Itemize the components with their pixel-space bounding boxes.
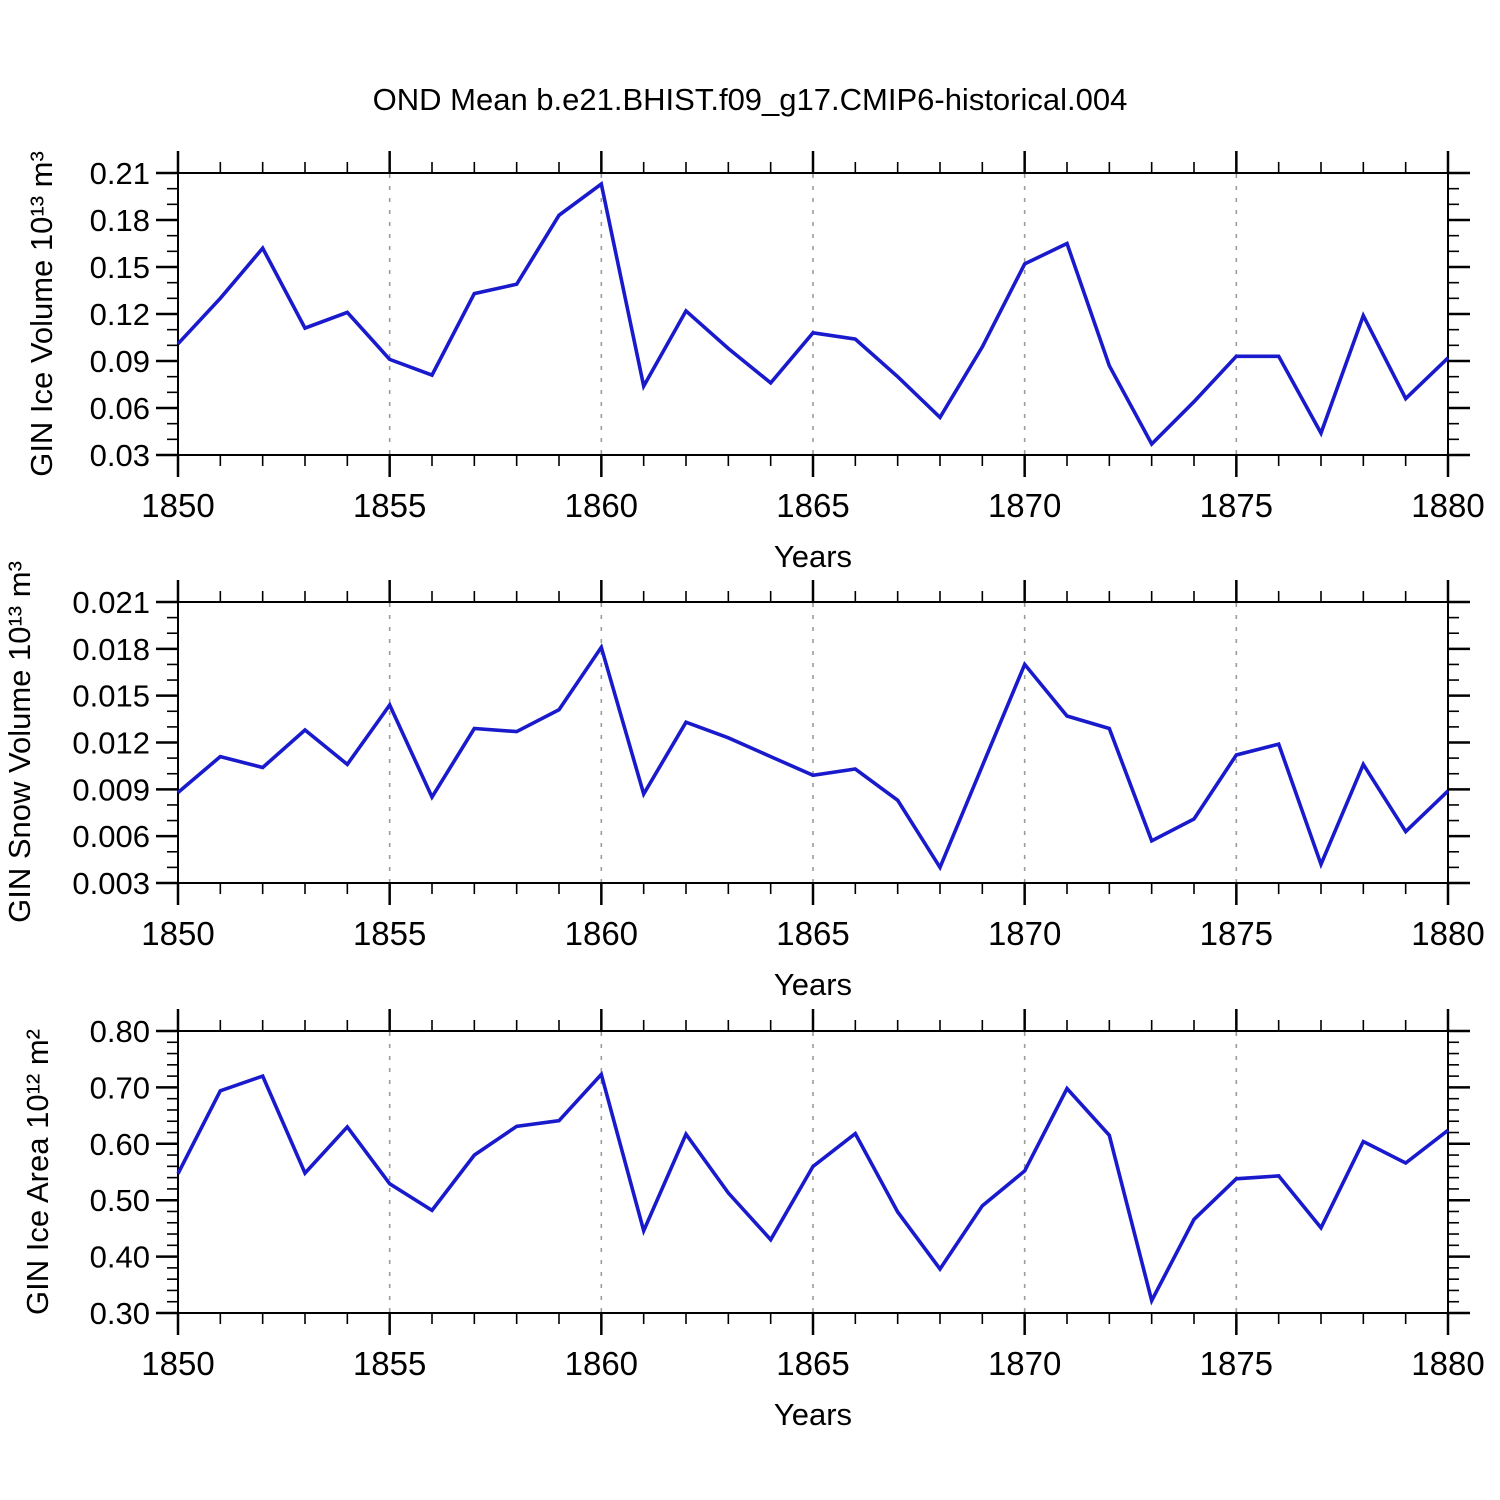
x-axis-title-2: Years [774, 967, 852, 1002]
x-tick-label: 1860 [565, 915, 638, 952]
panel-snow-volume: 0.003 0.006 0.009 0.012 0.015 0.018 0.021 1850 1… [72, 580, 1485, 952]
y-tick-label: 0.18 [90, 203, 150, 238]
x-tick-label: 1880 [1411, 487, 1484, 524]
x-tick-label: 1855 [353, 487, 426, 524]
y-tick-label: 0.021 [72, 585, 150, 620]
y-tick-label: 0.60 [90, 1127, 150, 1162]
y-tick-label: 0.09 [90, 344, 150, 379]
x-tick-label: 1870 [988, 1345, 1061, 1382]
y-tick-label: 0.003 [72, 866, 150, 901]
x-tick-label: 1855 [353, 915, 426, 952]
y-tick-label: 0.03 [90, 438, 150, 473]
x-tick-label: 1865 [776, 1345, 849, 1382]
chart-title: OND Mean b.e21.BHIST.f09_g17.CMIP6-histo… [373, 82, 1128, 117]
y-tick-label: 0.40 [90, 1240, 150, 1275]
data-series-line [176, 1070, 1450, 1306]
plot-frame [177, 601, 1449, 884]
panel-ice-volume: 0.03 0.06 0.09 0.12 0.15 0.18 0.21 1850 1855 1860… [90, 151, 1485, 524]
data-series-line [176, 643, 1450, 872]
plot-frame [177, 172, 1449, 456]
y-tick-label: 0.12 [90, 297, 150, 332]
y-tick-label: 0.009 [72, 772, 150, 807]
y-tick-label: 0.50 [90, 1183, 150, 1218]
x-tick-label: 1875 [1200, 915, 1273, 952]
x-tick-label: 1860 [565, 1345, 638, 1382]
y-tick-label: 0.80 [90, 1014, 150, 1049]
y-tick-label: 0.30 [90, 1296, 150, 1331]
y-tick-label: 0.012 [72, 726, 150, 761]
x-tick-label: 1870 [988, 487, 1061, 524]
x-axis-title-1: Years [774, 539, 852, 574]
y-tick-label: 0.015 [72, 679, 150, 714]
x-tick-label: 1870 [988, 915, 1061, 952]
x-tick-label: 1865 [776, 487, 849, 524]
x-tick-label: 1850 [141, 487, 214, 524]
x-tick-label: 1875 [1200, 487, 1273, 524]
x-tick-label: 1880 [1411, 915, 1484, 952]
y-tick-label: 0.06 [90, 391, 150, 426]
plot-frame [177, 1030, 1449, 1314]
x-tick-label: 1860 [565, 487, 638, 524]
y-axis-title-ice-area: GIN Ice Area 10¹² m² [20, 1029, 55, 1315]
x-axis-title-3: Years [774, 1397, 852, 1432]
panel-ice-area: 0.30 0.40 0.50 0.60 0.70 0.80 1850 1855 1860 1865… [90, 1009, 1485, 1382]
y-axis-title-snow-volume: GIN Snow Volume 10¹³ m³ [2, 561, 37, 923]
y-tick-label: 0.15 [90, 250, 150, 285]
y-tick-label: 0.70 [90, 1070, 150, 1105]
y-tick-label: 0.21 [90, 156, 150, 191]
x-tick-label: 1875 [1200, 1345, 1273, 1382]
x-tick-label: 1850 [141, 915, 214, 952]
x-tick-label: 1865 [776, 915, 849, 952]
x-tick-label: 1855 [353, 1345, 426, 1382]
x-tick-label: 1850 [141, 1345, 214, 1382]
data-series-line [176, 180, 1450, 447]
y-tick-label: 0.006 [72, 819, 150, 854]
y-axis-title-ice-volume: GIN Ice Volume 10¹³ m³ [24, 151, 59, 477]
y-tick-label: 0.018 [72, 632, 150, 667]
x-tick-label: 1880 [1411, 1345, 1484, 1382]
